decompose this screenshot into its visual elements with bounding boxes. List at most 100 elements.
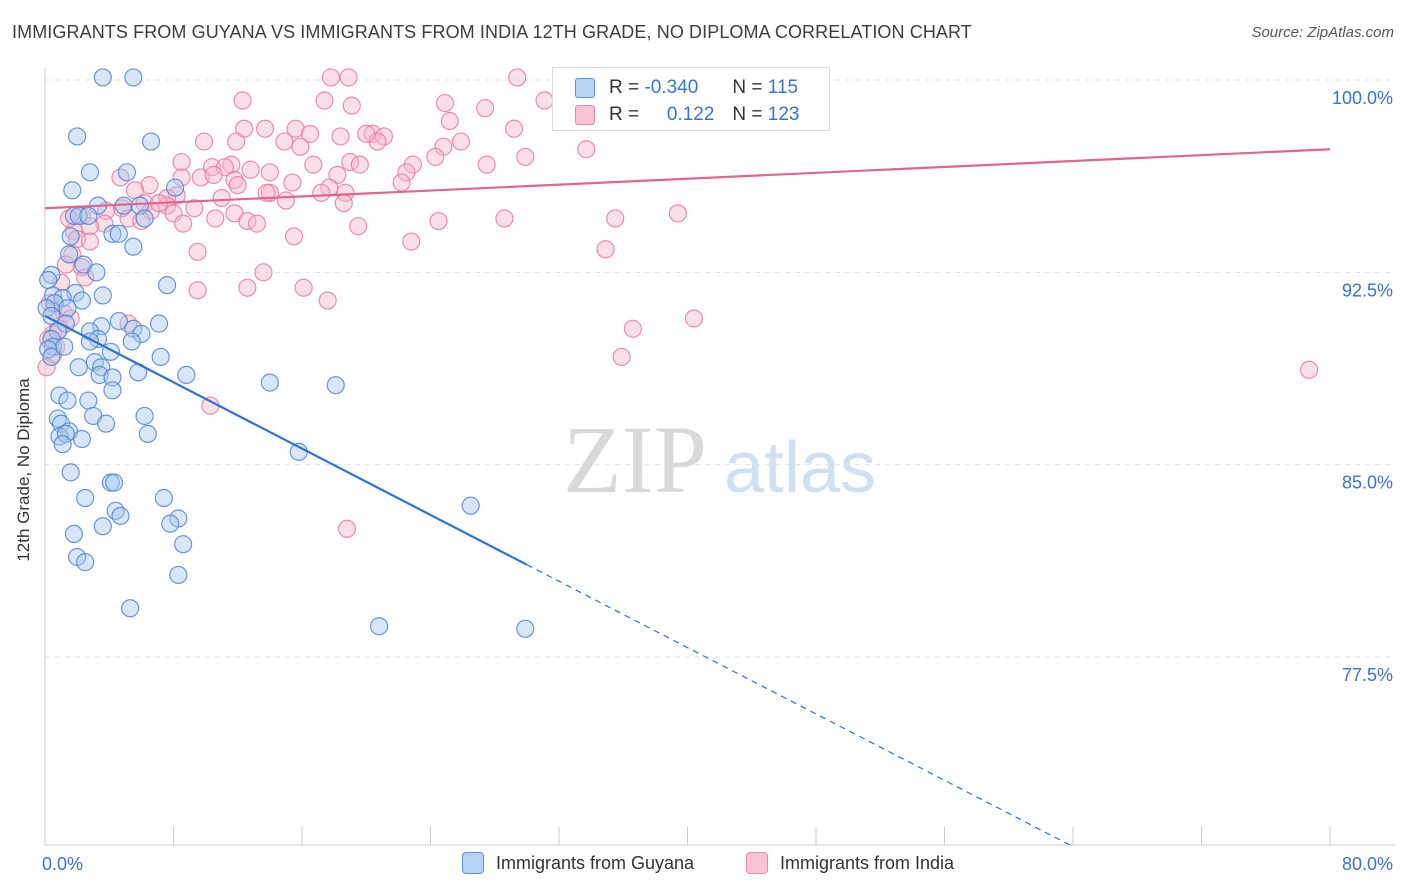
- india-point: [331, 127, 350, 146]
- y-tick-label: 85.0%: [1342, 473, 1393, 493]
- guyana-point: [326, 376, 345, 395]
- guyana-point: [42, 347, 61, 367]
- india-point: [397, 163, 416, 182]
- india-point: [291, 137, 310, 156]
- watermark-atlas: atlas: [724, 428, 876, 508]
- india-point: [276, 191, 296, 210]
- india-point: [612, 347, 631, 367]
- watermark-zip: ZIP: [563, 406, 707, 513]
- guyana-point: [53, 435, 72, 454]
- india-point: [451, 132, 471, 151]
- x-tick-label: 0.0%: [42, 854, 83, 874]
- axes: [44, 68, 1395, 846]
- guyana-point: [103, 224, 122, 243]
- india-point: [235, 119, 254, 138]
- y-tick-label: 77.5%: [1342, 665, 1393, 685]
- guyana-point: [124, 237, 143, 256]
- guyana-point: [111, 506, 130, 526]
- legend-swatch-guyana: [462, 852, 484, 874]
- guyana-point: [76, 488, 95, 508]
- guyana-point: [169, 565, 188, 585]
- legend-swatch-india: [746, 852, 768, 874]
- india-point: [300, 124, 320, 143]
- india-point: [172, 152, 191, 172]
- india-point: [80, 232, 100, 251]
- tick-labels: 77.5% 85.0% 92.5% 100.0% 0.0% 80.0%: [42, 88, 1393, 874]
- india-point: [337, 519, 357, 538]
- india-point: [286, 119, 305, 138]
- india-point: [440, 111, 459, 131]
- guyana-point: [104, 473, 124, 492]
- legend-label-guyana: Immigrants from Guyana: [496, 852, 695, 873]
- india-point: [202, 158, 222, 177]
- guyana-trend-line: [44, 314, 528, 566]
- india-point: [260, 163, 279, 182]
- guyana-point: [138, 424, 157, 443]
- guyana-point: [61, 463, 80, 482]
- guyana-point: [157, 276, 177, 295]
- india-point: [321, 68, 341, 87]
- guyana-point: [149, 314, 169, 333]
- india-point: [668, 204, 687, 223]
- legend-r-value-india: 0.122: [666, 104, 715, 125]
- grid-lines: [45, 79, 1395, 658]
- india-point: [185, 199, 204, 218]
- guyana-point: [79, 391, 98, 410]
- india-point: [357, 124, 376, 143]
- india-point: [577, 140, 596, 159]
- guyana-point: [92, 358, 111, 377]
- india-point: [172, 168, 191, 187]
- india-point: [328, 165, 347, 184]
- legend-r-label: R =: [609, 77, 640, 98]
- guyana-point: [59, 245, 79, 264]
- guyana-point: [42, 265, 61, 284]
- guyana-point: [68, 127, 87, 146]
- y-tick-label: 100.0%: [1332, 88, 1393, 108]
- guyana-points: [37, 68, 535, 638]
- legend-n-value-india: 123: [767, 104, 800, 125]
- legend-r-label: R =: [609, 104, 640, 125]
- india-point: [132, 211, 151, 231]
- india-point: [294, 278, 313, 297]
- india-point: [204, 165, 223, 184]
- india-point: [1300, 360, 1319, 379]
- india-point: [227, 132, 246, 151]
- india-point: [283, 173, 302, 192]
- legend-item-guyana[interactable]: Immigrants from Guyana: [462, 852, 694, 874]
- legend-swatch-guyana: [575, 78, 595, 98]
- india-point: [684, 309, 704, 328]
- guyana-point: [141, 132, 161, 151]
- y-axis-label: 12th Grade, No Diploma: [14, 378, 33, 562]
- guyana-point: [58, 391, 77, 410]
- india-point: [504, 119, 524, 138]
- india-point: [342, 96, 361, 115]
- guyana-point: [103, 381, 122, 400]
- india-point: [174, 214, 193, 233]
- trend-lines: [44, 148, 1331, 848]
- series-legend: Immigrants from Guyana Immigrants from I…: [0, 852, 1406, 878]
- guyana-point: [72, 429, 92, 449]
- india-point: [312, 183, 331, 202]
- guyana-point: [154, 488, 173, 508]
- guyana-point: [80, 163, 100, 182]
- legend-n-label: N =: [732, 104, 763, 125]
- legend-n-label: N =: [732, 77, 763, 98]
- guyana-point: [135, 209, 154, 228]
- legend-item-india[interactable]: Immigrants from India: [746, 852, 954, 874]
- legend-row-india: R = 0.122 N = 123: [575, 103, 799, 127]
- guyana-point: [121, 599, 140, 618]
- india-point: [435, 93, 455, 113]
- guyana-point: [122, 332, 141, 351]
- legend-row-guyana: R = -0.340 N = 115: [575, 76, 798, 100]
- india-point: [402, 232, 421, 251]
- chart-title: IMMIGRANTS FROM GUYANA VS IMMIGRANTS FRO…: [12, 22, 972, 42]
- india-point: [140, 176, 159, 195]
- india-point: [37, 358, 56, 377]
- india-point: [606, 209, 625, 228]
- india-point: [349, 217, 368, 236]
- guyana-point: [93, 517, 112, 536]
- india-point: [392, 173, 411, 192]
- guyana-point: [39, 270, 58, 290]
- guyana-point: [124, 68, 143, 87]
